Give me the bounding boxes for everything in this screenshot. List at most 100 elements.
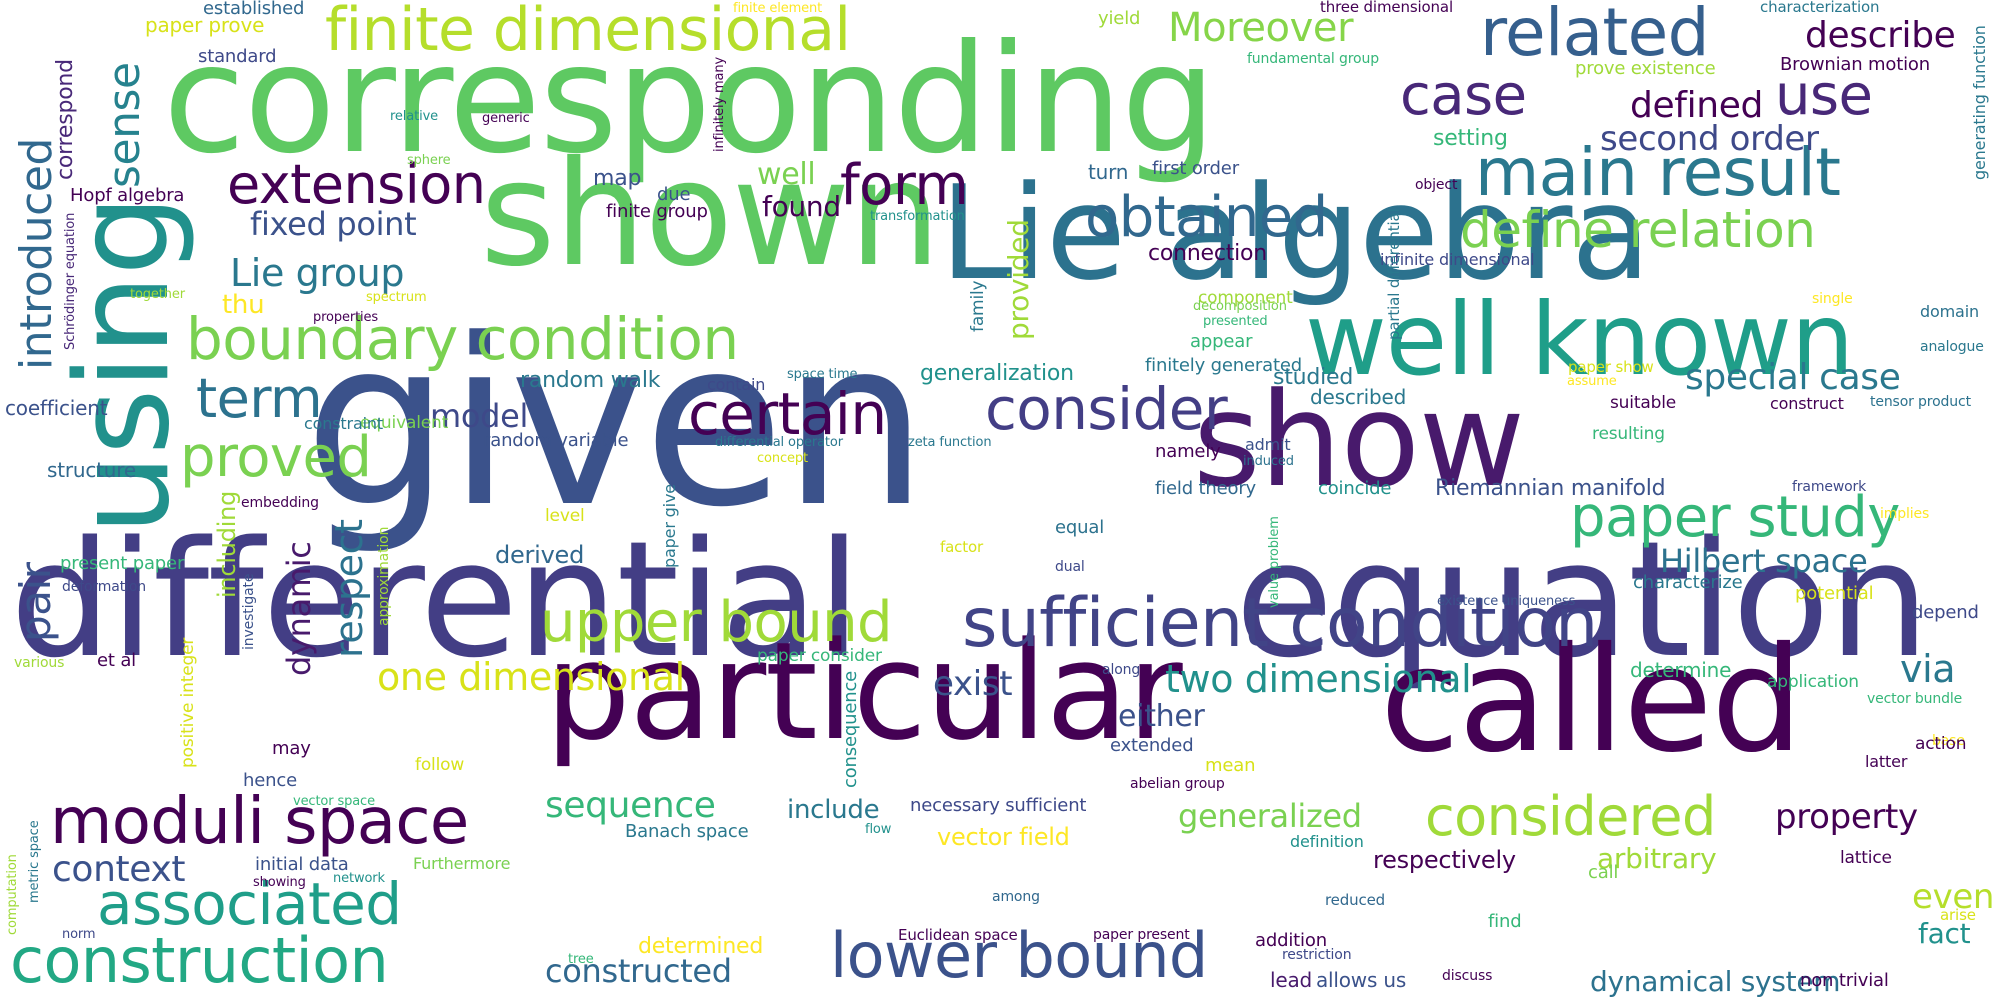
- word: positive integer: [178, 637, 198, 768]
- word: paper prove: [145, 13, 265, 37]
- word: construction: [10, 924, 389, 997]
- word: vector bundle: [1867, 691, 1963, 707]
- word: setting: [1433, 126, 1508, 151]
- word: call: [1588, 862, 1619, 883]
- word: paper study: [1570, 485, 1900, 550]
- word: extended: [1110, 735, 1194, 756]
- word: restriction: [1282, 947, 1352, 963]
- word: Brownian motion: [1780, 54, 1930, 75]
- word: sequence: [545, 785, 716, 826]
- word: either: [1118, 699, 1205, 734]
- word: field theory: [1155, 478, 1257, 499]
- word: computation: [5, 854, 20, 935]
- word: allows us: [1316, 968, 1407, 992]
- word: Hopf algebra: [70, 185, 185, 206]
- word: object: [1415, 177, 1458, 193]
- word: action: [1915, 734, 1967, 754]
- word: may: [272, 738, 311, 759]
- word: lattice: [1840, 848, 1892, 868]
- word: value problem: [1267, 516, 1282, 608]
- word: component: [1198, 288, 1293, 308]
- word: domain: [1920, 302, 1979, 321]
- word: random walk: [520, 368, 661, 393]
- word: among: [992, 889, 1040, 905]
- word: well known: [1305, 281, 1854, 398]
- word: provided: [1002, 219, 1035, 340]
- word: even: [1912, 877, 1995, 917]
- word: yield: [1098, 8, 1141, 29]
- word: extension: [227, 153, 486, 216]
- word: potential: [1795, 583, 1874, 604]
- word: boundary condition: [186, 305, 739, 373]
- word: special case: [1685, 357, 1901, 398]
- word: using: [49, 195, 198, 535]
- word: certain: [688, 380, 887, 448]
- word: Moreover: [1168, 5, 1354, 51]
- word: discuss: [1442, 968, 1493, 984]
- word: Riemannian manifold: [1435, 476, 1666, 501]
- word: context: [52, 849, 186, 890]
- word: constructed: [545, 952, 732, 990]
- word: random variable: [483, 430, 629, 451]
- word: Euclidean space: [898, 926, 1018, 944]
- word: along: [1102, 662, 1141, 678]
- word: term: [196, 367, 323, 430]
- word: arbitrary: [1597, 842, 1717, 875]
- word: consider: [985, 375, 1228, 443]
- word: embedding: [241, 495, 319, 511]
- word: depend: [1912, 602, 1979, 623]
- word: partial differential: [1385, 208, 1403, 340]
- word: second order: [1600, 119, 1819, 159]
- word: existence uniqueness: [1437, 594, 1576, 609]
- word: latter: [1865, 752, 1908, 771]
- word: mean: [1205, 755, 1256, 776]
- word: showing: [253, 875, 306, 890]
- word: respectively: [1373, 846, 1516, 874]
- word: upper bound: [540, 590, 893, 655]
- word: appear: [1190, 331, 1253, 352]
- word: equation: [1235, 506, 1930, 693]
- word: obtained: [1085, 185, 1328, 250]
- word: property: [1775, 797, 1918, 837]
- word: admit: [1245, 435, 1291, 454]
- word: respect: [327, 519, 371, 658]
- word: finite element: [733, 1, 823, 16]
- word: suitable: [1610, 393, 1677, 413]
- word: deformation: [62, 579, 146, 595]
- word: generalization: [920, 361, 1074, 386]
- word: follow: [415, 755, 465, 775]
- word: lead: [1270, 968, 1313, 992]
- word: generic: [482, 111, 530, 126]
- word: include: [787, 795, 880, 825]
- word: Hilbert space: [1660, 542, 1868, 580]
- word: prove existence: [1575, 58, 1716, 79]
- word: arise: [1940, 906, 1976, 924]
- word: exist: [933, 664, 1013, 704]
- word: including: [213, 490, 241, 598]
- word: particular: [545, 613, 1183, 770]
- word: spectrum: [366, 290, 427, 305]
- word: pair: [11, 562, 60, 642]
- word: studied: [1273, 365, 1354, 390]
- word: family: [968, 280, 988, 332]
- word: finite group: [606, 201, 708, 222]
- word: called: [1380, 616, 1803, 785]
- word: associated: [97, 870, 402, 938]
- word: differential operator: [715, 435, 843, 450]
- word: first order: [1152, 158, 1239, 179]
- word: sense: [99, 62, 150, 188]
- word: implies: [1880, 506, 1930, 522]
- word: dynamic: [280, 541, 318, 676]
- word: tree: [568, 952, 594, 967]
- word: correspond: [53, 59, 78, 180]
- word: investigate: [241, 573, 257, 650]
- word: norm: [62, 927, 96, 942]
- word: resulting: [1592, 424, 1665, 444]
- word: abelian group: [1130, 776, 1225, 792]
- word: present paper: [60, 553, 185, 574]
- word: two dimensional: [1165, 657, 1472, 701]
- word: necessary sufficient: [910, 795, 1087, 816]
- word: constraint: [304, 414, 383, 433]
- word: analogue: [1920, 339, 1984, 355]
